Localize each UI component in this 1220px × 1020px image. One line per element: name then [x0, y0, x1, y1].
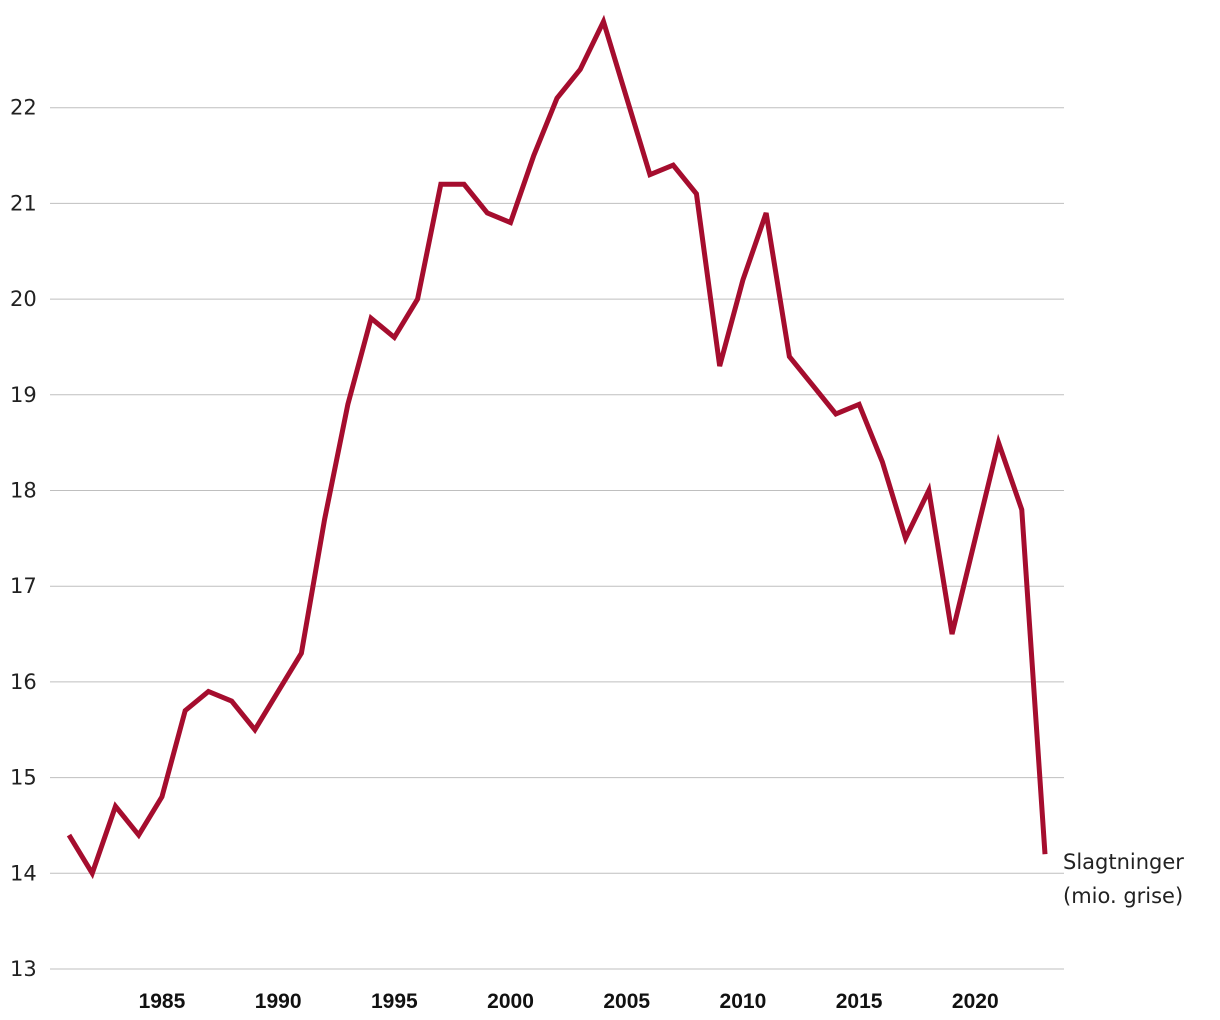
- y-axis-ticks: 13 14 15 16 17 18 19 20 21 22: [10, 96, 37, 981]
- data-point: [113, 804, 118, 809]
- data-point: [880, 459, 885, 464]
- data-point: [438, 182, 443, 187]
- series-end-label-line: Slagtninger: [1063, 850, 1184, 874]
- data-point: [973, 536, 978, 541]
- x-tick-label: 1990: [255, 990, 302, 1013]
- data-point: [485, 210, 490, 215]
- data-point: [810, 383, 815, 388]
- series-end-label: Slagtninger (mio. grise): [1063, 850, 1184, 908]
- x-tick-label: 2015: [836, 990, 883, 1013]
- y-tick-label: 16: [10, 670, 37, 694]
- data-point: [833, 411, 838, 416]
- y-tick-label: 15: [10, 766, 37, 790]
- data-point: [694, 191, 699, 196]
- x-tick-label: 2020: [952, 990, 999, 1013]
- data-point: [90, 871, 95, 876]
- y-tick-label: 18: [10, 479, 37, 503]
- series-line: [66, 14, 1048, 880]
- data-point: [369, 316, 374, 321]
- x-tick-label: 1985: [139, 990, 186, 1013]
- x-tick-label: 2010: [720, 990, 767, 1013]
- data-point: [717, 364, 722, 369]
- data-point: [299, 651, 304, 656]
- data-point: [392, 335, 397, 340]
- data-point: [647, 172, 652, 177]
- data-point: [345, 402, 350, 407]
- data-point: [415, 297, 420, 302]
- data-point: [926, 488, 931, 493]
- data-point: [950, 632, 955, 637]
- x-tick-label: 2000: [487, 990, 534, 1013]
- data-point: [252, 727, 257, 732]
- data-point: [136, 833, 141, 838]
- data-point: [183, 708, 188, 713]
- y-tick-label: 14: [10, 861, 37, 885]
- data-point: [1043, 852, 1048, 857]
- data-point: [229, 699, 234, 704]
- y-tick-label: 17: [10, 574, 37, 598]
- y-tick-label: 20: [10, 287, 37, 311]
- data-point: [508, 220, 513, 225]
- data-point: [787, 354, 792, 359]
- series-labels: Slagtninger (mio. grise): [1063, 850, 1184, 908]
- data-point: [322, 517, 327, 522]
- data-point: [159, 794, 164, 799]
- series-lines: [66, 14, 1048, 880]
- x-axis-ticks: 1985 1990 1995 2000 2005 2010 2015 2020: [139, 990, 999, 1013]
- x-tick-label: 1995: [371, 990, 418, 1013]
- data-point: [531, 153, 536, 158]
- data-point: [276, 689, 281, 694]
- data-point: [624, 96, 629, 101]
- y-tick-label: 13: [10, 957, 37, 981]
- y-tick-label: 21: [10, 191, 37, 215]
- data-point: [206, 689, 211, 694]
- data-point: [740, 277, 745, 282]
- data-point: [764, 210, 769, 215]
- series-end-label-line: (mio. grise): [1063, 884, 1183, 908]
- data-point: [857, 402, 862, 407]
- data-point: [903, 536, 908, 541]
- data-point: [578, 67, 583, 72]
- x-tick-label: 2005: [603, 990, 650, 1013]
- data-point: [555, 96, 560, 101]
- data-point: [601, 19, 606, 24]
- gridlines: [50, 107, 1064, 970]
- data-point: [996, 440, 1001, 445]
- data-point: [671, 163, 676, 168]
- data-point: [462, 182, 467, 187]
- y-tick-label: 19: [10, 383, 37, 407]
- data-point: [1019, 507, 1024, 512]
- y-tick-label: 22: [10, 96, 37, 120]
- data-point: [67, 833, 72, 838]
